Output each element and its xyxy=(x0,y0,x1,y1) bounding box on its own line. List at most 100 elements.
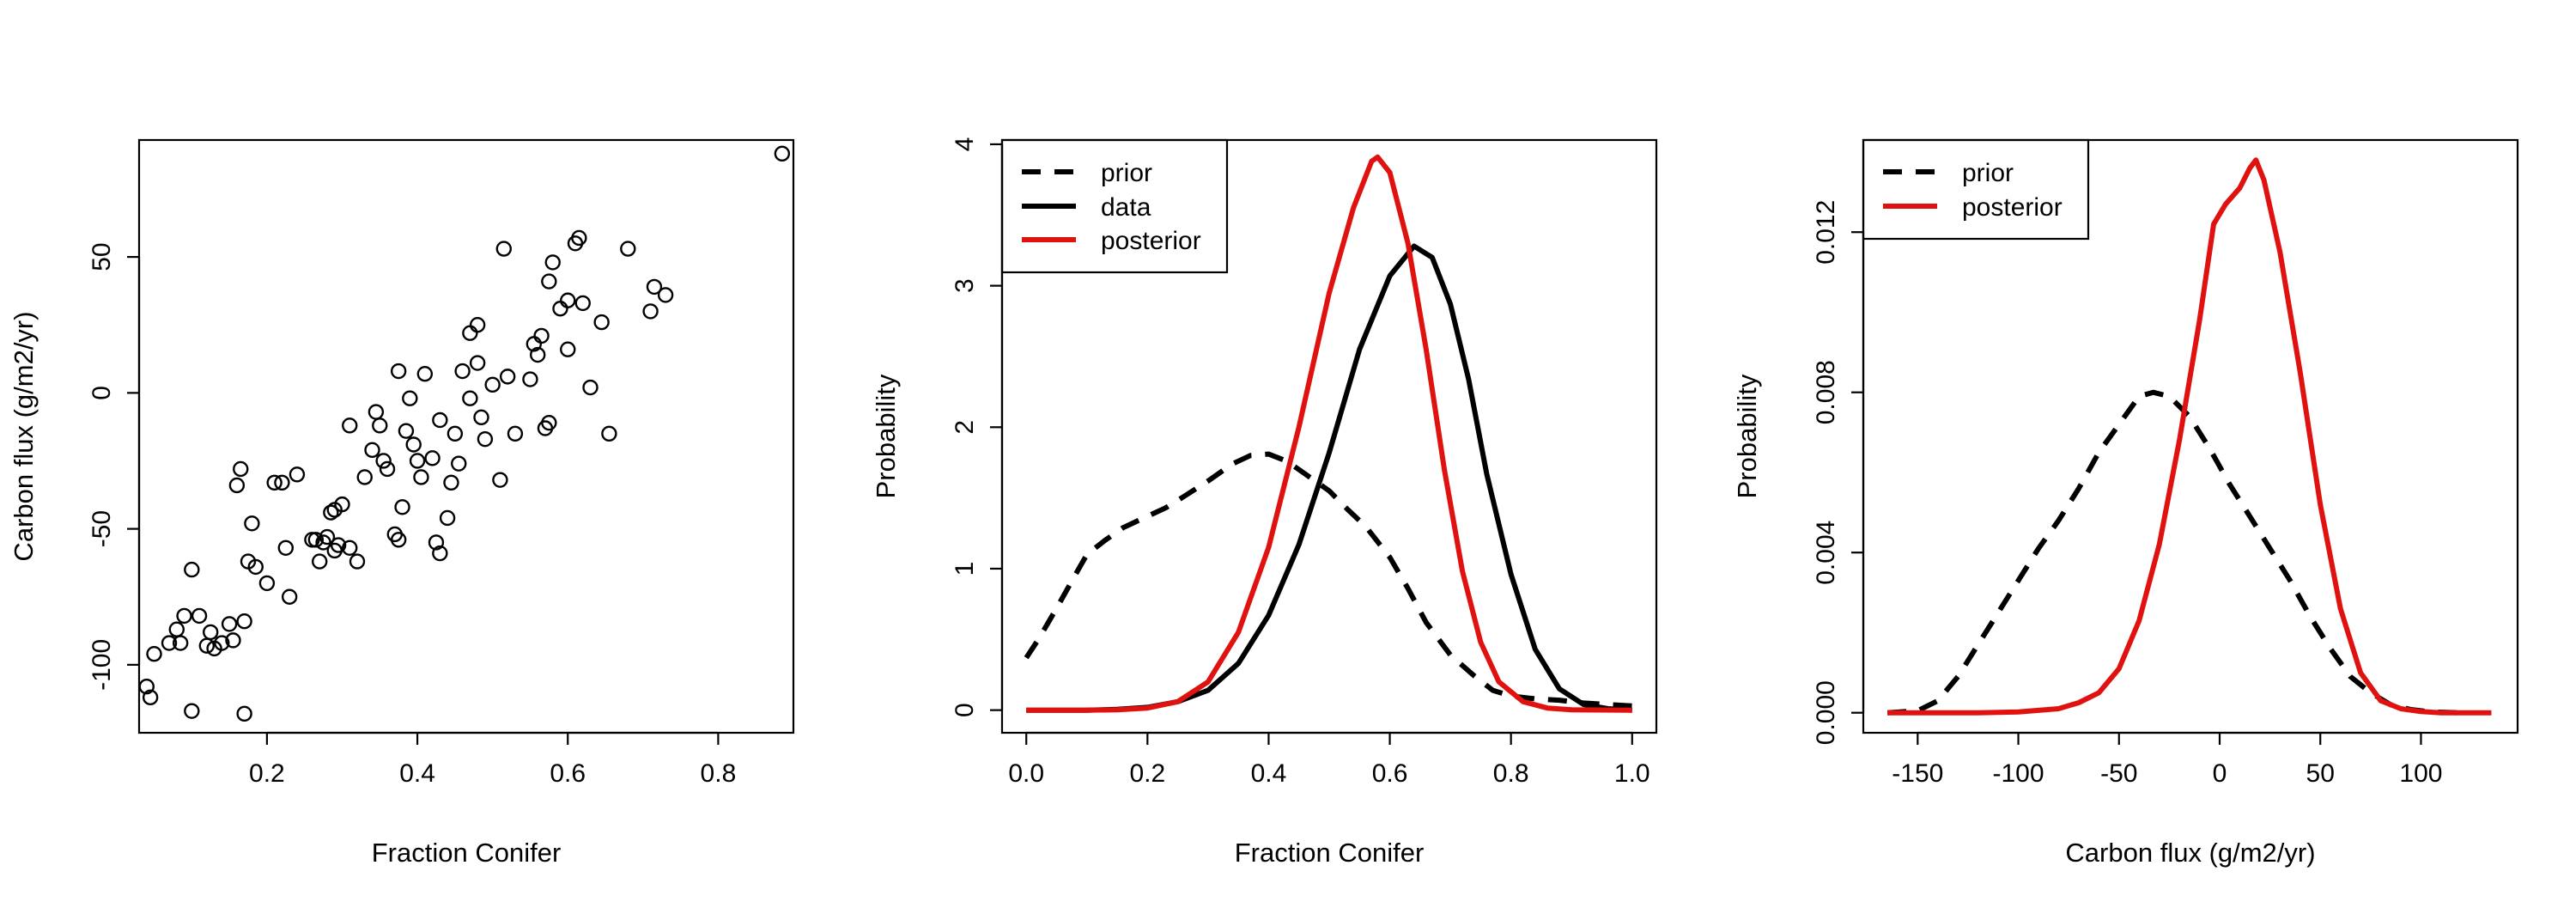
density-curve-posterior xyxy=(1026,154,1632,713)
scatter-point xyxy=(473,409,489,426)
scatter-point xyxy=(560,341,576,357)
scatter-point xyxy=(312,553,328,570)
legend-label-prior: prior xyxy=(1962,159,2014,187)
scatter-point xyxy=(228,477,246,494)
x-tick-label: 100 xyxy=(2399,759,2442,788)
x-tick-label: 0.0 xyxy=(1008,759,1044,788)
scatter-point xyxy=(244,515,260,532)
scatter-point xyxy=(424,450,440,466)
y-tick-label: 0.008 xyxy=(1812,360,1840,424)
x-tick-label: 0.6 xyxy=(1372,759,1408,788)
scatter-point xyxy=(492,472,508,488)
scatter-point xyxy=(657,287,674,303)
fraction-y-axis: 0 1 2 3 4 xyxy=(951,137,1004,717)
scatter-point xyxy=(138,678,155,695)
scatter-point xyxy=(203,624,219,641)
scatter-point xyxy=(642,303,659,320)
scatter-point xyxy=(307,532,325,548)
carbon-legend-box xyxy=(1862,138,2090,241)
scatter-point xyxy=(334,496,350,513)
scatter-x-axis-label: Fraction Conifer xyxy=(372,838,562,868)
y-tick-label: -50 xyxy=(88,510,116,547)
x-tick-label: -100 xyxy=(1993,759,2044,788)
scatter-point xyxy=(774,145,791,162)
scatter-point xyxy=(330,537,347,553)
scatter-point xyxy=(176,607,192,625)
scatter-point xyxy=(593,314,610,331)
scatter-point xyxy=(390,532,407,548)
x-tick-label: 0.8 xyxy=(701,759,737,788)
scatter-point xyxy=(277,539,294,556)
scatter-point xyxy=(172,635,189,651)
scatter-point xyxy=(428,534,445,551)
scatter-panel: 0.2 0.4 0.6 0.8 -100 -50 0 50 Fraction Conifer… xyxy=(9,138,795,868)
scatter-y-axis: -100 -50 0 50 xyxy=(88,242,141,691)
x-tick-label: -50 xyxy=(2100,759,2137,788)
scatter-point xyxy=(191,607,208,625)
scatter-point xyxy=(342,417,358,434)
scatter-point xyxy=(454,363,471,380)
y-tick-label: -100 xyxy=(88,639,116,691)
fraction-legend-box xyxy=(1000,138,1229,274)
scatter-point xyxy=(533,327,550,344)
scatter-point xyxy=(477,430,494,448)
scatter-point xyxy=(266,474,283,491)
fraction-density-curves xyxy=(1024,154,1632,713)
scatter-point xyxy=(571,229,587,247)
scatter-point xyxy=(319,528,336,545)
carbon-density-panel: -150 -100 -50 0 50 100 0.000 0.004 0.008 0.012 p… xyxy=(1732,138,2519,868)
density-curve-prior xyxy=(1024,451,1632,709)
scatter-point xyxy=(447,425,464,442)
y-tick-label: 0.004 xyxy=(1812,521,1840,585)
scatter-point xyxy=(379,460,396,478)
scatter-point xyxy=(233,460,249,478)
scatter-point xyxy=(184,561,200,578)
carbon-y-axis-label: Probability xyxy=(1732,374,1762,498)
scatter-point xyxy=(409,453,426,469)
scatter-point xyxy=(601,425,617,442)
scatter-point xyxy=(560,292,576,308)
legend-label-posterior: posterior xyxy=(1962,193,2063,222)
y-tick-label: 0 xyxy=(951,703,979,717)
scatter-point xyxy=(469,317,486,333)
scatter-point xyxy=(530,346,546,363)
scatter-point xyxy=(349,553,366,570)
scatter-point xyxy=(439,509,456,527)
scatter-point xyxy=(214,635,230,651)
carbon-x-axis-label: Carbon flux (g/m2/yr) xyxy=(2065,838,2315,868)
scatter-point xyxy=(620,241,636,257)
scatter-points xyxy=(138,145,791,722)
scatter-point xyxy=(236,705,252,722)
scatter-point xyxy=(462,390,478,406)
y-tick-label: 0.000 xyxy=(1812,680,1840,745)
y-tick-label: 50 xyxy=(88,242,116,271)
scatter-point xyxy=(541,414,557,431)
x-tick-label: -150 xyxy=(1892,759,1943,788)
scatter-x-axis: 0.2 0.4 0.6 0.8 xyxy=(249,731,737,788)
carbon-x-axis: -150 -100 -50 0 50 100 xyxy=(1892,731,2442,788)
scatter-point xyxy=(375,453,392,469)
scatter-point xyxy=(364,442,380,459)
x-tick-label: 0.6 xyxy=(550,759,586,788)
scatter-point xyxy=(507,425,524,442)
fraction-x-axis: 0.0 0.2 0.4 0.6 0.8 1.0 xyxy=(1008,731,1650,788)
fraction-x-axis-label: Fraction Conifer xyxy=(1235,838,1425,868)
scatter-point xyxy=(323,504,339,521)
x-tick-label: 50 xyxy=(2306,759,2335,788)
scatter-point xyxy=(402,390,418,406)
legend-label-data: data xyxy=(1101,193,1151,222)
scatter-point xyxy=(416,366,434,382)
scatter-point xyxy=(451,455,467,472)
scatter-point xyxy=(495,241,512,257)
x-tick-label: 0 xyxy=(2213,759,2227,788)
scatter-point xyxy=(221,616,238,632)
scatter-point xyxy=(443,474,459,491)
carbon-y-axis: 0.000 0.004 0.008 0.012 xyxy=(1812,200,1865,745)
scatter-point xyxy=(184,703,200,719)
scatter-point xyxy=(281,588,298,605)
legend-label-prior: prior xyxy=(1101,159,1152,187)
scatter-point xyxy=(405,436,422,453)
x-tick-label: 1.0 xyxy=(1614,759,1650,788)
scatter-point xyxy=(356,469,373,485)
